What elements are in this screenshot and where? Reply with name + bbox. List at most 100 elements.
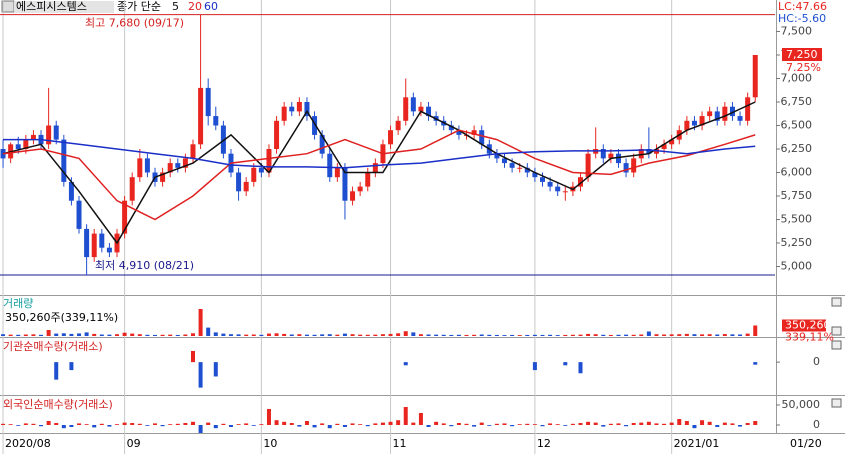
- bar: [646, 331, 651, 336]
- bar: [190, 333, 195, 336]
- candle-body: [327, 153, 333, 178]
- bar: [540, 334, 545, 336]
- bar: [692, 334, 697, 336]
- bar: [206, 422, 211, 425]
- bar: [23, 334, 28, 336]
- bar: [563, 334, 568, 336]
- bar: [631, 423, 636, 425]
- bar: [115, 424, 120, 425]
- candle-body: [372, 163, 378, 173]
- bar: [107, 334, 112, 336]
- bar: [662, 423, 667, 425]
- y-tick-label: 0: [813, 355, 820, 368]
- bar: [327, 334, 332, 336]
- bar: [213, 332, 218, 336]
- candle-body: [555, 186, 561, 192]
- bar: [312, 334, 317, 336]
- candle-body: [274, 120, 280, 149]
- candle-body: [122, 200, 128, 234]
- bar: [266, 409, 271, 425]
- bar: [411, 332, 416, 336]
- candle-body: [61, 139, 67, 182]
- candle-body: [236, 172, 242, 192]
- panel-button[interactable]: [831, 326, 842, 336]
- bar: [99, 334, 104, 336]
- menu-icon[interactable]: [1, 0, 15, 13]
- panel-button[interactable]: [831, 398, 842, 408]
- bar: [251, 425, 256, 426]
- bar: [525, 423, 530, 425]
- bar: [198, 425, 203, 433]
- candle-body: [714, 111, 720, 121]
- bar: [502, 335, 507, 336]
- bar: [244, 423, 249, 425]
- bar: [69, 333, 74, 336]
- ma-label: 종가 단순: [117, 0, 161, 13]
- bar: [183, 423, 188, 425]
- bar: [92, 333, 97, 336]
- bar: [555, 424, 560, 425]
- bar: [259, 334, 264, 336]
- panel-button[interactable]: [831, 340, 842, 350]
- y-tick-label: 7,500: [781, 25, 813, 38]
- bar: [753, 421, 758, 425]
- bar: [411, 422, 416, 425]
- bar: [236, 334, 241, 336]
- bar: [532, 334, 537, 336]
- bar: [39, 334, 44, 336]
- legend-entry: 5: [172, 0, 179, 13]
- bar: [84, 332, 89, 336]
- candle-body: [684, 120, 690, 131]
- last-value: 350,260: [785, 318, 831, 331]
- candle-body: [304, 102, 310, 117]
- x-tick-label: 10: [263, 437, 277, 450]
- bar: [563, 425, 568, 426]
- bar: [510, 425, 515, 427]
- bar: [608, 423, 613, 425]
- bar: [396, 333, 401, 336]
- bar: [282, 421, 287, 425]
- bar: [456, 334, 461, 336]
- bar: [449, 334, 454, 336]
- bar: [472, 425, 477, 427]
- bar: [31, 423, 36, 425]
- bar: [464, 423, 469, 425]
- bar: [69, 425, 74, 427]
- bar: [175, 334, 180, 336]
- bar: [8, 424, 13, 425]
- panel-button[interactable]: [831, 297, 842, 307]
- candle-body: [213, 116, 219, 126]
- candle-body: [243, 181, 249, 192]
- candle-body: [281, 106, 287, 121]
- candle-body: [661, 144, 667, 149]
- candle-body: [23, 139, 29, 149]
- candle-body: [494, 153, 500, 159]
- bar: [198, 362, 203, 388]
- candle-body: [418, 106, 424, 112]
- bar: [730, 423, 735, 425]
- candle-body: [220, 125, 226, 154]
- candle-body: [15, 144, 21, 149]
- candle-body: [198, 87, 204, 145]
- bar: [631, 334, 636, 336]
- bar: [350, 423, 355, 425]
- ma-line: [3, 138, 756, 169]
- bar: [593, 422, 598, 425]
- candle-body: [502, 158, 508, 164]
- bar: [548, 334, 553, 336]
- bar: [282, 333, 287, 336]
- bar: [669, 422, 674, 425]
- candle-body: [167, 163, 173, 173]
- candle-body: [585, 153, 591, 178]
- bar: [494, 423, 499, 425]
- candle-body: [350, 191, 356, 201]
- panel-title: 외국인순매수량(거래소): [3, 398, 113, 411]
- candle-body: [631, 158, 637, 173]
- bar: [92, 425, 97, 428]
- bar: [517, 424, 522, 425]
- bar: [221, 333, 226, 336]
- candle-body: [76, 200, 82, 229]
- bar: [153, 334, 157, 336]
- bar: [137, 423, 142, 425]
